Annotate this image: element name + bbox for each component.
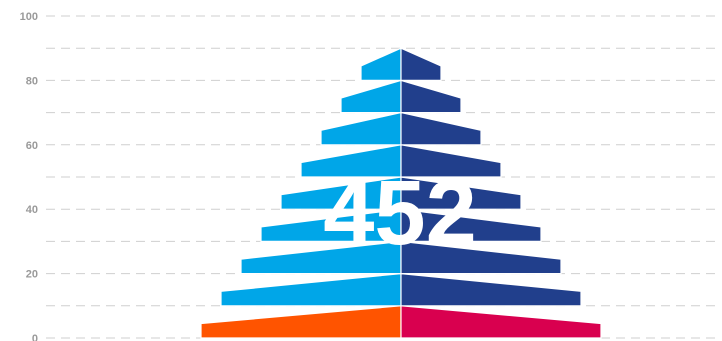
center-value-label: 452 <box>323 162 477 264</box>
y-tick-label-60: 60 <box>26 140 38 152</box>
tier-1-right <box>400 305 602 339</box>
y-tick-label-0: 0 <box>32 333 38 341</box>
tier-2-left <box>220 272 402 307</box>
y-tick-label-100: 100 <box>20 11 38 23</box>
tier-5-right <box>400 176 522 210</box>
pyramid-tiers <box>200 47 602 339</box>
tier-8-right <box>400 79 462 114</box>
y-tick-label-40: 40 <box>26 204 38 216</box>
tier-3-right <box>400 240 562 275</box>
tier-2-right <box>400 272 582 307</box>
tier-7-right <box>400 111 482 146</box>
tier-7-left <box>320 111 402 146</box>
tier-9-right <box>400 47 442 82</box>
y-tick-label-20: 20 <box>26 269 38 281</box>
tier-4-right <box>400 208 542 242</box>
y-axis-tick-labels: 0 20 40 60 80 100 <box>20 11 38 341</box>
tier-9-left <box>360 47 402 82</box>
tier-1-left <box>200 305 402 339</box>
tier-6-right <box>400 144 502 178</box>
y-tick-label-80: 80 <box>26 75 38 87</box>
tier-8-left <box>340 79 402 114</box>
